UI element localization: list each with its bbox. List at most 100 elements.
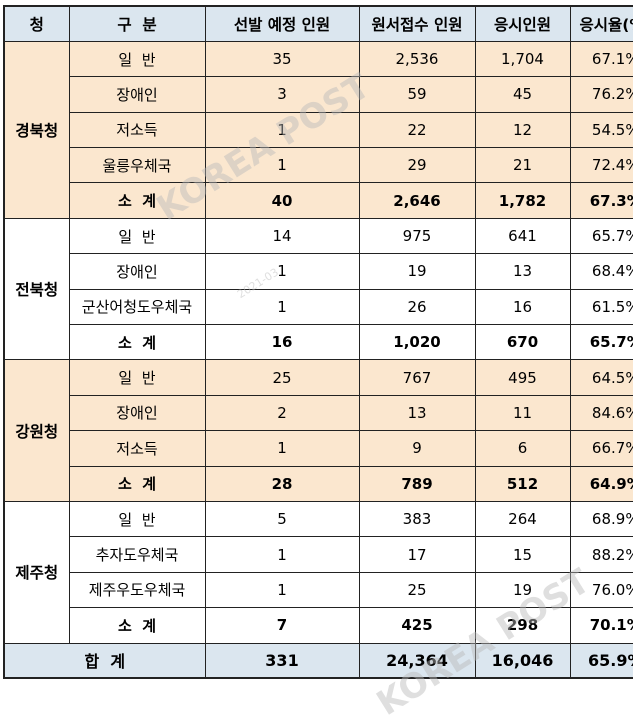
- col-header-planned: 선발 예정 인원: [204, 5, 360, 42]
- category-cell: 일 반: [68, 500, 206, 538]
- planned-cell: 28: [204, 465, 360, 502]
- took-cell: 11: [474, 394, 571, 432]
- applied-cell: 17: [358, 536, 476, 573]
- col-header-took: 응시인원: [474, 5, 571, 42]
- took-cell: 45: [474, 76, 571, 113]
- took-cell: 264: [474, 500, 571, 538]
- took-cell: 21: [474, 147, 571, 184]
- planned-cell: 5: [204, 500, 360, 538]
- rate-cell: 68.9%: [569, 500, 633, 538]
- applied-cell: 2,536: [358, 40, 476, 78]
- col-header-applied: 원서접수 인원: [358, 5, 476, 42]
- took-cell: 641: [474, 217, 571, 255]
- rate-cell: 68.4%: [569, 253, 633, 290]
- region-cell: 제주청: [3, 500, 70, 644]
- col-header-category: 구 분: [68, 5, 206, 42]
- category-cell: 일 반: [68, 359, 206, 396]
- planned-cell: 14: [204, 217, 360, 255]
- col-header-region: 청: [3, 5, 70, 42]
- rate-cell: 66.7%: [569, 430, 633, 467]
- took-cell: 19: [474, 571, 571, 609]
- total-planned-cell: 331: [204, 642, 360, 679]
- applied-cell: 425: [358, 607, 476, 644]
- took-cell: 670: [474, 324, 571, 361]
- category-cell: 소 계: [68, 324, 206, 361]
- planned-cell: 1: [204, 253, 360, 290]
- recruitment-table: 청 구 분 선발 예정 인원 원서접수 인원 응시인원 응시율(%) 경북청일 …: [3, 5, 633, 680]
- category-cell: 울릉우체국: [68, 147, 206, 184]
- rate-cell: 76.0%: [569, 571, 633, 609]
- rate-cell: 67.1%: [569, 40, 633, 78]
- took-cell: 15: [474, 536, 571, 573]
- category-cell: 저소득: [68, 430, 206, 467]
- rate-cell: 54.5%: [569, 111, 633, 149]
- category-cell: 장애인: [68, 76, 206, 113]
- applied-cell: 19: [358, 253, 476, 290]
- rate-cell: 67.3%: [569, 182, 633, 219]
- planned-cell: 1: [204, 571, 360, 609]
- took-cell: 12: [474, 111, 571, 149]
- planned-cell: 35: [204, 40, 360, 78]
- col-header-rate: 응시율(%): [569, 5, 633, 42]
- planned-cell: 2: [204, 394, 360, 432]
- took-cell: 495: [474, 359, 571, 396]
- total-applied-cell: 24,364: [358, 642, 476, 679]
- rate-cell: 65.7%: [569, 324, 633, 361]
- rate-cell: 70.1%: [569, 607, 633, 644]
- applied-cell: 1,020: [358, 324, 476, 361]
- rate-cell: 76.2%: [569, 76, 633, 113]
- planned-cell: 25: [204, 359, 360, 396]
- rate-cell: 61.5%: [569, 288, 633, 326]
- category-cell: 장애인: [68, 394, 206, 432]
- applied-cell: 13: [358, 394, 476, 432]
- planned-cell: 1: [204, 288, 360, 326]
- total-rate-cell: 65.9%: [569, 642, 633, 679]
- category-cell: 제주우도우체국: [68, 571, 206, 609]
- rate-cell: 84.6%: [569, 394, 633, 432]
- planned-cell: 1: [204, 111, 360, 149]
- planned-cell: 16: [204, 324, 360, 361]
- category-cell: 소 계: [68, 465, 206, 502]
- category-cell: 일 반: [68, 217, 206, 255]
- planned-cell: 1: [204, 430, 360, 467]
- planned-cell: 1: [204, 147, 360, 184]
- applied-cell: 25: [358, 571, 476, 609]
- took-cell: 298: [474, 607, 571, 644]
- planned-cell: 40: [204, 182, 360, 219]
- rate-cell: 72.4%: [569, 147, 633, 184]
- rate-cell: 65.7%: [569, 217, 633, 255]
- region-cell: 전북청: [3, 217, 70, 361]
- planned-cell: 7: [204, 607, 360, 644]
- region-cell: 경북청: [3, 40, 70, 219]
- header-row: 청 구 분 선발 예정 인원 원서접수 인원 응시인원 응시율(%): [3, 5, 633, 42]
- applied-cell: 9: [358, 430, 476, 467]
- applied-cell: 22: [358, 111, 476, 149]
- applied-cell: 2,646: [358, 182, 476, 219]
- applied-cell: 767: [358, 359, 476, 396]
- applied-cell: 26: [358, 288, 476, 326]
- took-cell: 1,704: [474, 40, 571, 78]
- region-cell: 강원청: [3, 359, 70, 502]
- took-cell: 512: [474, 465, 571, 502]
- category-cell: 소 계: [68, 182, 206, 219]
- category-cell: 추자도우체국: [68, 536, 206, 573]
- category-cell: 일 반: [68, 40, 206, 78]
- planned-cell: 1: [204, 536, 360, 573]
- rate-cell: 64.5%: [569, 359, 633, 396]
